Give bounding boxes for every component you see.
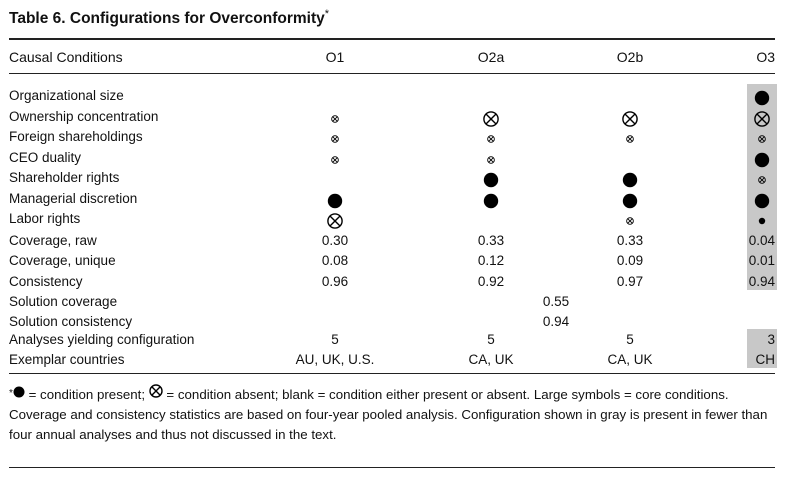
analyses-value: 5 (626, 332, 634, 347)
stat-value: 0.33 (616, 233, 644, 248)
stat-value: 0.33 (477, 233, 505, 248)
condition-absent-icon (331, 156, 339, 164)
exemplar-countries: CA, UK (468, 352, 514, 367)
stat-value: 0.96 (321, 274, 349, 289)
analyses-label: Analyses yielding configuration (9, 332, 195, 347)
analyses-value: 5 (487, 332, 495, 347)
header-rule (9, 73, 775, 74)
condition-absent-icon (327, 213, 343, 229)
condition-absent-icon (487, 135, 495, 143)
stat-value: 0.08 (321, 253, 349, 268)
page-bottom-rule (9, 467, 775, 468)
condition-absent-icon (758, 176, 766, 184)
condition-label: Shareholder rights (9, 170, 120, 185)
analyses-value: 3 (767, 332, 775, 347)
solution-label: Solution coverage (9, 294, 118, 309)
stat-value: 0.92 (477, 274, 505, 289)
exemplars-label: Exemplar countries (9, 352, 125, 367)
analyses-value: 5 (331, 332, 339, 347)
solution-value: 0.94 (542, 314, 570, 329)
title-footnote-mark: * (324, 8, 330, 20)
condition-absent-icon (331, 115, 339, 123)
condition-absent-icon (487, 156, 495, 164)
condition-present-icon (754, 90, 770, 106)
condition-present-icon (483, 172, 499, 188)
top-rule (9, 38, 775, 40)
exemplar-countries: CA, UK (607, 352, 653, 367)
condition-present-icon (622, 193, 638, 209)
condition-present-icon (483, 193, 499, 209)
stat-value: 0.12 (477, 253, 505, 268)
condition-label: Foreign shareholdings (9, 129, 143, 144)
stat-value: 0.97 (616, 274, 644, 289)
condition-absent-icon (626, 135, 634, 143)
condition-absent-icon (483, 111, 499, 127)
stat-value: 0.09 (616, 253, 644, 268)
stat-label: Coverage, raw (9, 233, 97, 248)
footnote-mark: * (9, 388, 13, 399)
condition-label: CEO duality (9, 150, 82, 165)
absent-symbol-icon (149, 384, 163, 404)
solution-label: Solution consistency (9, 314, 133, 329)
condition-present-icon (327, 193, 343, 209)
condition-label: Labor rights (9, 211, 81, 226)
table-title: Table 6. Configurations for Overconformi… (9, 8, 330, 28)
stat-label: Coverage, unique (9, 253, 116, 268)
condition-absent-icon (626, 217, 634, 225)
header-o3: O3 (756, 49, 775, 65)
stat-value: 0.94 (748, 274, 775, 289)
header-o1: O1 (325, 49, 345, 65)
condition-label: Organizational size (9, 88, 124, 103)
header-o2a: O2a (477, 49, 505, 65)
table-bottom-rule (9, 373, 775, 374)
stat-value: 0.30 (321, 233, 349, 248)
footnote: * = condition present; = condition absen… (9, 384, 779, 445)
condition-present-icon (622, 172, 638, 188)
stat-label: Consistency (9, 274, 83, 289)
header-o2b: O2b (616, 49, 644, 65)
condition-present-icon (758, 217, 766, 225)
condition-present-icon (754, 193, 770, 209)
condition-label: Ownership concentration (9, 109, 159, 124)
present-symbol-icon (13, 384, 25, 404)
condition-label: Managerial discretion (9, 191, 138, 206)
condition-absent-icon (622, 111, 638, 127)
condition-absent-icon (331, 135, 339, 143)
solution-value: 0.55 (542, 294, 570, 309)
o3-gray-band-analyses (747, 329, 777, 368)
condition-absent-icon (754, 111, 770, 127)
stat-value: 0.01 (748, 253, 775, 268)
stat-value: 0.04 (748, 233, 775, 248)
header-causal-conditions: Causal Conditions (9, 49, 123, 65)
exemplar-countries: CH (755, 352, 776, 367)
exemplar-countries: AU, UK, U.S. (295, 352, 375, 367)
condition-present-icon (754, 152, 770, 168)
condition-absent-icon (758, 135, 766, 143)
